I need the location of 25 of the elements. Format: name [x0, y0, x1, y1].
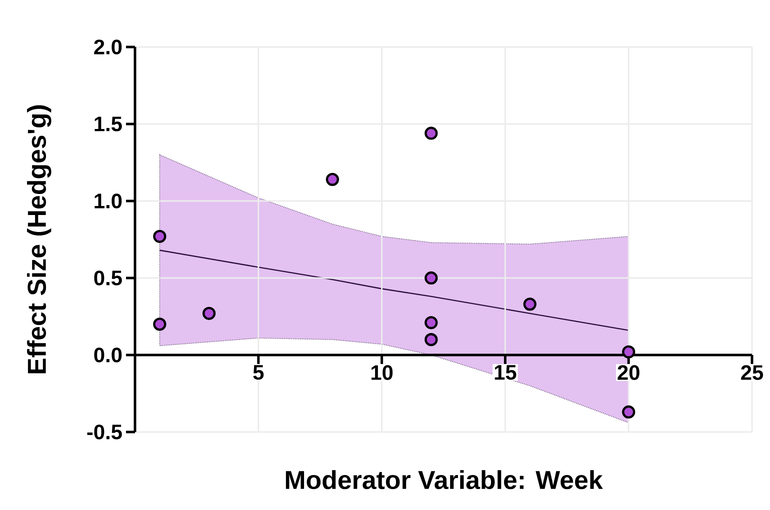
y-tick-label: 2.0: [94, 40, 122, 54]
y-tick-label: 0.5: [94, 270, 122, 286]
x-tick-label: 5: [253, 365, 264, 380]
x-tick-label: 10: [371, 365, 393, 380]
y-tick-label: -0.5: [87, 424, 122, 440]
point: [153, 318, 166, 331]
point: [622, 405, 636, 419]
point: [424, 316, 438, 330]
point: [424, 333, 438, 346]
y-axis-title: Effect Size (Hedges'g): [27, 105, 52, 374]
point: [424, 126, 438, 140]
point: [622, 345, 636, 358]
x-tick-label: 15: [494, 365, 516, 380]
y-tick-label: 1.5: [94, 116, 122, 132]
y-tick-label: 0.0: [94, 348, 122, 362]
point: [326, 172, 340, 186]
point: [424, 271, 438, 285]
point: [202, 306, 216, 320]
x-tick-label: 25: [741, 365, 764, 380]
x-axis-title: Moderator Variable: Week: [286, 470, 603, 490]
line-series: [159, 250, 630, 331]
y-tick-label: 1.0: [94, 194, 122, 208]
point: [523, 298, 536, 311]
x-tick-label: 20: [618, 365, 640, 380]
point: [153, 230, 166, 243]
